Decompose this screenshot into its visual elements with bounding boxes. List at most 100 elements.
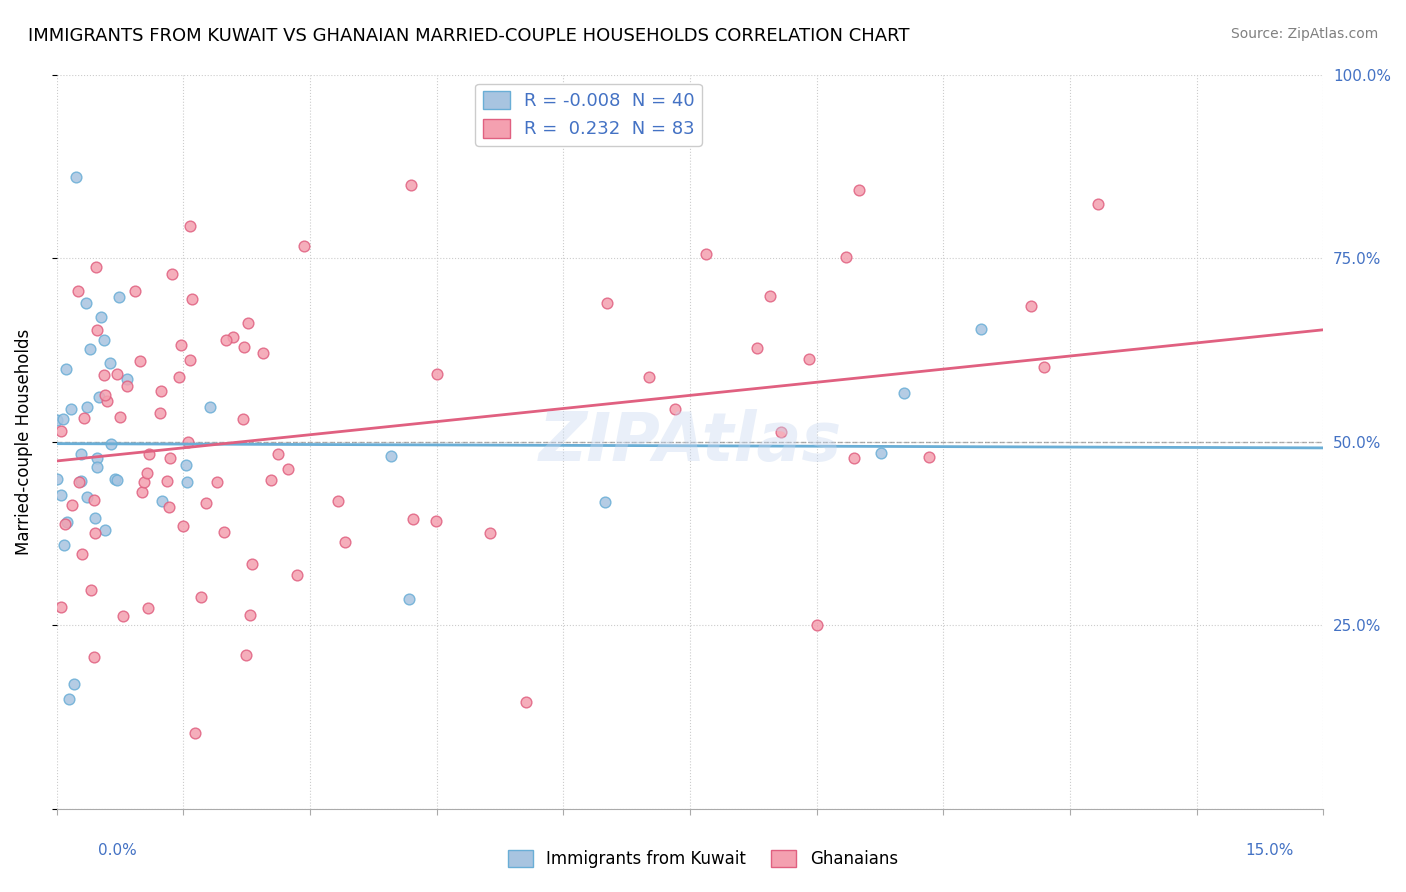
Point: [515, 695, 537, 709]
Point: [160, 268, 183, 282]
Point: [100, 437, 122, 451]
Point: [970, 322, 993, 336]
Point: [194, 496, 217, 510]
Point: [104, 472, 127, 486]
Point: [67, 284, 90, 298]
Point: [402, 512, 425, 526]
Point: [69, 474, 91, 488]
Point: [94, 388, 117, 402]
Point: [96, 394, 118, 409]
Point: [86, 450, 108, 465]
Point: [174, 458, 197, 472]
Point: [425, 514, 447, 528]
Point: [595, 296, 617, 310]
Point: [848, 183, 870, 197]
Point: [285, 568, 308, 582]
Point: [398, 591, 420, 606]
Point: [76, 400, 98, 414]
Point: [806, 618, 828, 632]
Point: [181, 292, 204, 306]
Point: [214, 525, 236, 540]
Point: [179, 353, 201, 368]
Point: [93, 334, 115, 348]
Legend: Immigrants from Kuwait, Ghanaians: Immigrants from Kuwait, Ghanaians: [502, 843, 904, 875]
Point: [157, 500, 180, 514]
Point: [84, 526, 107, 541]
Point: [65, 170, 87, 185]
Point: [222, 330, 245, 344]
Point: [87, 390, 110, 404]
Point: [172, 519, 194, 533]
Point: [150, 494, 173, 508]
Y-axis label: Married-couple Households: Married-couple Households: [15, 328, 32, 555]
Point: [205, 475, 228, 489]
Point: [115, 379, 138, 393]
Point: [232, 412, 254, 426]
Point: [93, 368, 115, 383]
Point: [1033, 359, 1056, 374]
Point: [1021, 299, 1043, 313]
Point: [112, 609, 135, 624]
Point: [426, 367, 449, 381]
Point: [835, 251, 858, 265]
Point: [260, 473, 283, 487]
Point: [70, 447, 93, 461]
Point: [55, 361, 77, 376]
Legend: R = -0.008  N = 40, R =  0.232  N = 83: R = -0.008 N = 40, R = 0.232 N = 83: [475, 84, 702, 145]
Point: [86, 459, 108, 474]
Point: [131, 485, 153, 500]
Point: [177, 434, 200, 449]
Point: [236, 316, 259, 330]
Point: [75, 296, 97, 310]
Point: [170, 338, 193, 352]
Text: ZIPAtlas: ZIPAtlas: [538, 409, 842, 475]
Point: [918, 450, 941, 464]
Point: [79, 342, 101, 356]
Point: [124, 284, 146, 298]
Point: [60, 499, 83, 513]
Point: [70, 547, 93, 561]
Point: [56, 515, 79, 529]
Point: [51, 600, 73, 615]
Point: [136, 601, 159, 615]
Point: [664, 402, 686, 417]
Point: [55, 517, 77, 532]
Point: [110, 409, 132, 424]
Point: [117, 372, 139, 386]
Point: [198, 400, 221, 414]
Point: [98, 356, 121, 370]
Point: [240, 557, 263, 571]
Point: [108, 290, 131, 304]
Point: [380, 449, 402, 463]
Point: [479, 525, 502, 540]
Point: [84, 260, 107, 275]
Point: [67, 475, 90, 490]
Point: [132, 475, 155, 489]
Point: [292, 238, 315, 252]
Point: [190, 590, 212, 604]
Point: [46, 472, 69, 486]
Point: [869, 446, 891, 460]
Point: [76, 490, 98, 504]
Point: [335, 534, 357, 549]
Point: [51, 425, 73, 439]
Point: [239, 608, 262, 623]
Point: [758, 289, 780, 303]
Point: [94, 523, 117, 537]
Point: [745, 341, 768, 355]
Point: [176, 475, 198, 489]
Point: [167, 370, 190, 384]
Point: [60, 402, 83, 417]
Point: [128, 353, 150, 368]
Text: Source: ZipAtlas.com: Source: ZipAtlas.com: [1230, 27, 1378, 41]
Text: IMMIGRANTS FROM KUWAIT VS GHANAIAN MARRIED-COUPLE HOUSEHOLDS CORRELATION CHART: IMMIGRANTS FROM KUWAIT VS GHANAIAN MARRI…: [28, 27, 910, 45]
Point: [80, 583, 103, 598]
Point: [136, 466, 159, 480]
Point: [46, 413, 69, 427]
Point: [401, 178, 423, 192]
Point: [62, 677, 84, 691]
Point: [232, 340, 254, 354]
Point: [215, 333, 238, 347]
Point: [105, 473, 128, 487]
Point: [53, 538, 76, 552]
